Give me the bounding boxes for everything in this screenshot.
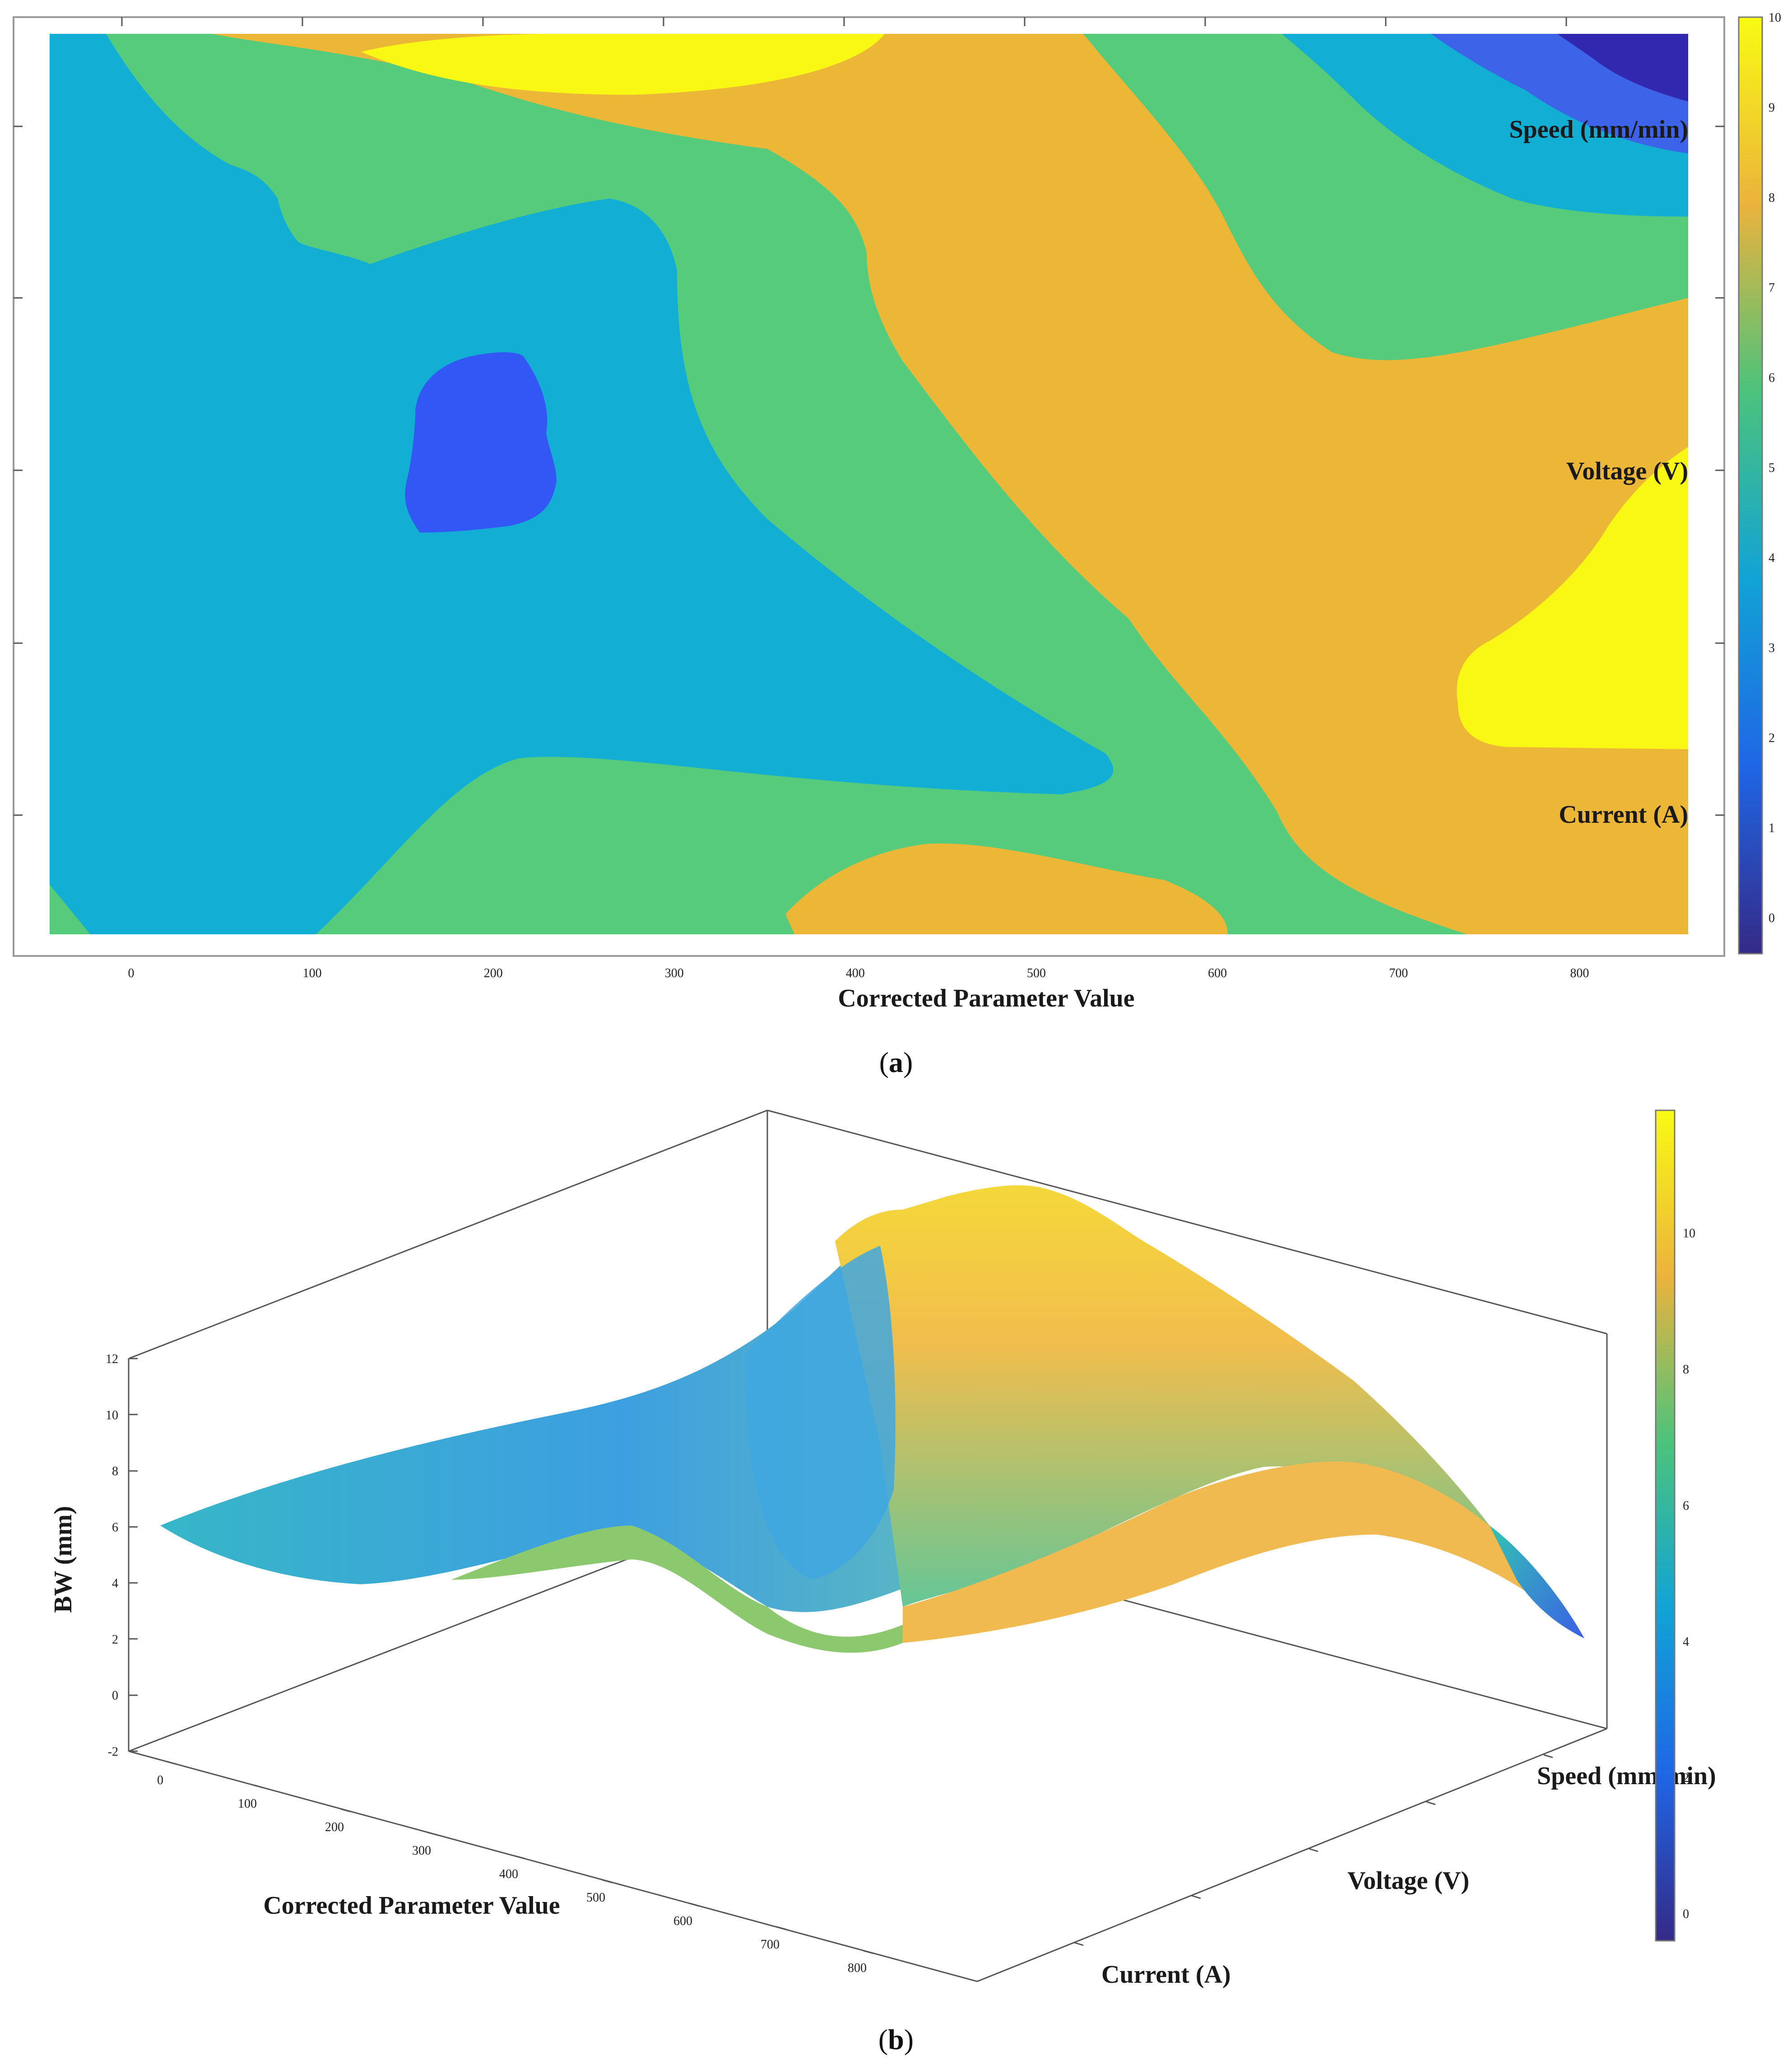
contour-panel-a: 0 100 200 300 400 500 600 700 800 Speed (mm/min)… — [13, 11, 1781, 1078]
axis-b-xticks — [167, 1761, 874, 1954]
contour-region-level-8 — [212, 34, 1688, 934]
xtick-label-a: 0 — [128, 966, 134, 980]
contour-region-level-2-corner — [1557, 34, 1688, 102]
xtick-label-a: 200 — [484, 966, 503, 980]
xtick-label-b: 100 — [238, 1797, 257, 1811]
panel-caption-a: (a) — [879, 1046, 913, 1078]
y-category-current: Current (A) — [1101, 1961, 1231, 1989]
xtick-label-b: 300 — [412, 1844, 431, 1858]
colorbar-a-tick-label: 5 — [1769, 461, 1775, 475]
colorbar-b-tick-label: 0 — [1683, 1907, 1689, 1921]
ztick-label-b: 4 — [112, 1577, 118, 1591]
contour-region-level-10-top — [361, 34, 885, 95]
row-label-speed: Speed (mm/min) — [1509, 116, 1688, 144]
axis-b-xtick-labels: 0 100 200 300 400 500 600 700 800 — [157, 1773, 867, 1975]
ztick-label-b: 8 — [112, 1465, 118, 1479]
surface-center-valley — [745, 1246, 896, 1580]
colorbar-a-tick-label: 6 — [1769, 371, 1775, 385]
colorbar-a-tick-label: 0 — [1769, 911, 1775, 925]
row-label-current: Current (A) — [1559, 801, 1688, 829]
row-label-voltage: Voltage (V) — [1566, 457, 1688, 485]
contour-region-level-3-blob — [405, 352, 557, 533]
ztick-label-b: 12 — [106, 1352, 118, 1366]
colorbar-a-ticks: 0 1 2 3 4 5 6 7 8 9 10 — [1769, 11, 1781, 925]
ztick-label-b: -2 — [108, 1745, 118, 1759]
y-category-voltage: Voltage (V) — [1347, 1867, 1469, 1895]
xtick-label-b: 200 — [325, 1820, 344, 1834]
ztick-label-b: 0 — [112, 1689, 118, 1703]
row-labels-a: Speed (mm/min) Voltage (V) Current (A) — [1509, 116, 1688, 829]
zlabel-b: BW (mm) — [49, 1506, 77, 1613]
xtick-label-a: 500 — [1027, 966, 1046, 980]
xtick-label-b: 700 — [761, 1938, 780, 1952]
colorbar-a — [1738, 16, 1763, 955]
contour-region-level-8-patch — [785, 843, 1228, 934]
axis-b-zticks — [129, 1358, 138, 1752]
colorbar-a-tick-label: 7 — [1769, 281, 1775, 295]
xtick-label-b: 400 — [499, 1867, 518, 1881]
colorbar-b-tick-label: 6 — [1683, 1499, 1689, 1513]
axis-b-ztick-labels: -2 0 2 4 6 8 10 12 — [106, 1352, 118, 1759]
surface-ridge — [835, 1185, 1580, 1634]
xtick-label-b: 800 — [848, 1961, 867, 1975]
xtick-label-a: 100 — [303, 966, 322, 980]
colorbar-a-tick-label: 3 — [1769, 641, 1775, 655]
xtick-label-b: 0 — [157, 1773, 163, 1787]
ztick-label-b: 6 — [112, 1521, 118, 1535]
colorbar-b-tick-label: 2 — [1683, 1771, 1689, 1785]
surface-right-edge — [1490, 1526, 1584, 1638]
xtick-label-a: 400 — [846, 966, 865, 980]
axis-a-xtick-labels: 0 100 200 300 400 500 600 700 800 — [128, 966, 1589, 980]
ztick-label-b: 2 — [112, 1633, 118, 1647]
colorbar-b — [1655, 1109, 1676, 1942]
contour-region-level-10-right — [1457, 447, 1688, 749]
xlabel-a: Corrected Parameter Value — [838, 984, 1134, 1012]
axis-b-yticks — [1074, 1754, 1553, 1946]
y-category-speed: Speed (mm/min) — [1537, 1762, 1716, 1790]
colorbar-b-ticks: 0 2 4 6 8 10 — [1683, 1226, 1695, 1921]
xtick-label-a: 700 — [1389, 966, 1408, 980]
xtick-label-a: 600 — [1208, 966, 1227, 980]
xlabel-b: Corrected Parameter Value — [263, 1892, 560, 1920]
colorbar-b-tick-label: 8 — [1683, 1363, 1689, 1377]
ztick-label-b: 10 — [106, 1408, 118, 1422]
colorbar-a-tick-label: 2 — [1769, 731, 1775, 745]
contour-region-level-6-corner — [50, 885, 90, 934]
colorbar-a-tick-label: 1 — [1769, 821, 1775, 835]
surface-front-dip — [451, 1526, 903, 1653]
colorbar-b-tick-label: 10 — [1683, 1226, 1695, 1240]
y-category-labels-b: Current (A) Voltage (V) Speed (mm/min) — [1101, 1762, 1716, 1989]
surface-b — [160, 1185, 1584, 1653]
surface-left-plateau — [160, 1228, 925, 1612]
panel-caption-b: (b) — [878, 2023, 914, 2055]
colorbar-a-tick-label: 10 — [1769, 11, 1781, 25]
contour-fill-regions — [50, 34, 1688, 934]
colorbar-b-tick-label: 4 — [1683, 1635, 1689, 1649]
surface-right-front — [903, 1461, 1571, 1643]
axis-a-ticks — [14, 17, 1724, 816]
xtick-label-b: 600 — [673, 1914, 692, 1928]
colorbar-a-tick-label: 8 — [1769, 191, 1775, 205]
colorbar-a-tick-label: 9 — [1769, 101, 1775, 115]
xtick-label-b: 500 — [586, 1891, 605, 1905]
xtick-label-a: 800 — [1570, 966, 1589, 980]
xtick-label-a: 300 — [665, 966, 684, 980]
colorbar-a-tick-label: 4 — [1769, 551, 1775, 565]
